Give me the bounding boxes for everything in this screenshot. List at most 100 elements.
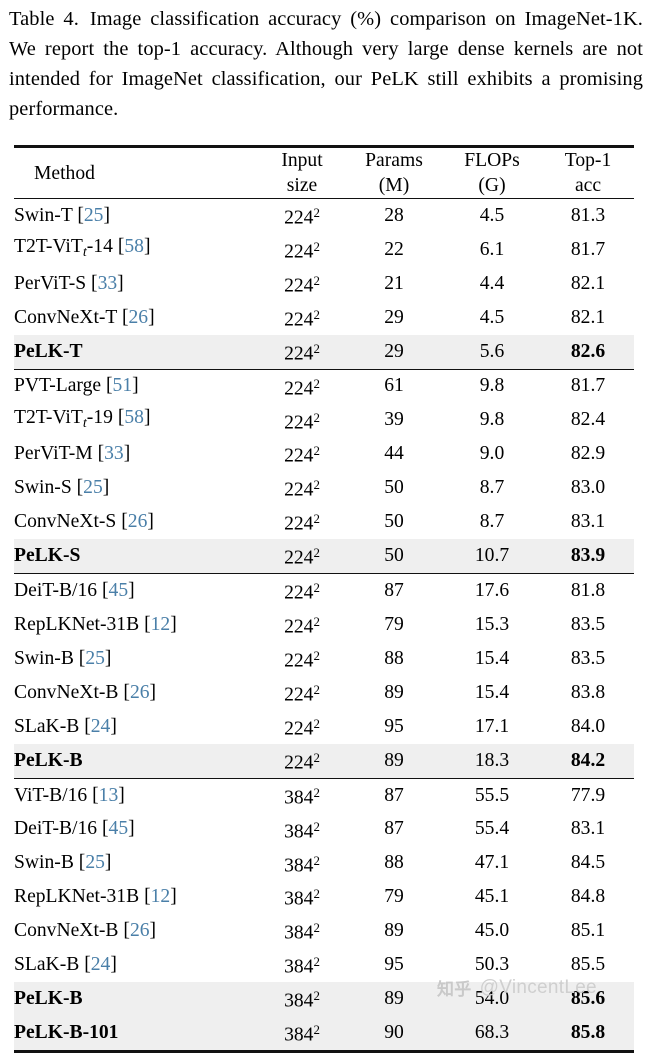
cell-method: Swin-B [25]	[14, 642, 258, 676]
table-row: SLaK-B [24] 2242 95 17.1 84.0	[14, 710, 634, 744]
method-name: T2T-ViT	[14, 406, 83, 428]
input-size-exponent: 2	[313, 920, 320, 936]
cell-top1-acc: 77.9	[570, 784, 606, 806]
cell-input-size: 3842	[258, 948, 346, 982]
input-size-value: 384	[284, 855, 314, 877]
table-row: RepLKNet-31B [12] 3842 79 45.1 84.8	[14, 880, 634, 914]
method-subscript: t	[82, 244, 87, 261]
citation-ref[interactable]: [26]	[123, 681, 157, 703]
citation-number: 25	[85, 852, 105, 874]
citation-ref[interactable]: [26]	[123, 920, 157, 942]
cell-input-size: 2242	[258, 301, 346, 335]
header-input-size: Input size	[258, 148, 346, 199]
method-name: T2T-ViT	[14, 236, 83, 258]
cell-flops: 15.4	[474, 647, 510, 669]
header-flops-line1: FLOPs	[464, 150, 520, 171]
citation-ref[interactable]: [24]	[84, 954, 117, 976]
table-group-rule	[14, 777, 634, 779]
header-top1-line1: Top-1	[564, 150, 612, 171]
table-row: Swin-B [25] 3842 88 47.1 84.5	[14, 847, 634, 881]
input-size-value: 224	[284, 718, 314, 740]
input-size-exponent: 2	[313, 988, 320, 1004]
cell-method: RepLKNet-31B [12]	[14, 608, 258, 642]
cell-method: PerViT-S [33]	[14, 267, 258, 301]
citation-number: 45	[108, 580, 129, 601]
citation-number: 33	[97, 272, 118, 294]
cell-input-size: 2242	[258, 743, 346, 779]
citation-number: 13	[98, 784, 119, 806]
cell-input-size: 3842	[258, 914, 346, 948]
input-size-exponent: 2	[313, 681, 320, 697]
table-row: Swin-B [25] 2242 88 15.4 83.5	[14, 642, 634, 676]
cell-top1-acc: 81.8	[570, 580, 606, 601]
citation-ref[interactable]: [13]	[92, 784, 125, 806]
method-name: PeLK-S	[14, 545, 81, 567]
cell-input-size: 3842	[258, 1016, 346, 1052]
cell-flops: 47.1	[474, 852, 510, 874]
cell-params: 90	[346, 1016, 442, 1052]
header-flops: FLOPs (G)	[442, 148, 542, 199]
input-size-value: 224	[284, 752, 314, 774]
header-params-line1: Params	[365, 150, 423, 171]
cell-method: SLaK-B [24]	[14, 948, 258, 982]
cell-input-size: 2242	[258, 471, 346, 505]
input-size-exponent: 2	[313, 1022, 320, 1038]
cell-method: SLaK-B [24]	[14, 710, 258, 744]
citation-ref[interactable]: [25]	[78, 852, 112, 874]
cell-flops: 9.0	[479, 443, 505, 465]
citation-number: 58	[124, 406, 144, 428]
header-input-line1: Input	[281, 150, 323, 171]
citation-ref[interactable]: [12]	[144, 886, 177, 908]
cell-params: 29	[384, 306, 404, 328]
citation-ref[interactable]: [25]	[77, 204, 110, 226]
cell-flops: 15.4	[474, 681, 510, 703]
input-size-exponent: 2	[313, 749, 320, 765]
cell-flops: 45.1	[474, 886, 510, 908]
input-size-exponent: 2	[313, 511, 320, 527]
citation-ref[interactable]: [25]	[78, 647, 112, 669]
cell-top1-acc: 84.2	[542, 743, 634, 779]
cell-flops: 8.7	[479, 511, 505, 533]
header-top1: Top-1 acc	[542, 148, 634, 199]
citation-ref[interactable]: [45]	[102, 818, 135, 840]
method-name-tail: -19	[86, 406, 113, 428]
cell-flops: 18.3	[442, 743, 542, 779]
citation-ref[interactable]: [58]	[117, 406, 151, 428]
cell-flops: 45.0	[474, 920, 510, 942]
method-name: PeLK-B	[14, 749, 83, 771]
cell-flops: 15.3	[474, 613, 510, 635]
cell-method: PerViT-M [33]	[14, 437, 258, 471]
citation-ref[interactable]: [12]	[144, 613, 177, 635]
table-row: RepLKNet-31B [12] 2242 79 15.3 83.5	[14, 608, 634, 642]
cell-params: 44	[384, 443, 404, 465]
citation-ref[interactable]: [26]	[121, 306, 155, 328]
cell-top1-acc: 82.1	[570, 272, 606, 294]
cell-input-size: 2242	[258, 642, 346, 676]
table-group-rule	[14, 368, 634, 370]
cell-input-size: 2242	[258, 539, 346, 574]
cell-method: Swin-S [25]	[14, 471, 258, 505]
cell-top1-acc: 83.1	[570, 818, 606, 840]
citation-ref[interactable]: [45]	[102, 580, 135, 601]
citation-ref[interactable]: [58]	[117, 236, 151, 258]
cell-params: 95	[384, 715, 404, 737]
citation-ref[interactable]: [24]	[84, 715, 117, 737]
input-size-exponent: 2	[313, 306, 320, 322]
table-row: ConvNeXt-B [26] 3842 89 45.0 85.1	[14, 914, 634, 948]
citation-ref[interactable]: [25]	[76, 477, 110, 499]
citation-ref[interactable]: [33]	[91, 272, 124, 294]
citation-ref[interactable]: [26]	[121, 511, 154, 533]
table-row: DeiT-B/16 [45] 3842 87 55.4 83.1	[14, 813, 634, 847]
method-subscript: t	[82, 414, 87, 431]
citation-ref[interactable]: [33]	[97, 443, 131, 465]
citation-ref[interactable]: [51]	[105, 375, 139, 397]
cell-input-size: 3842	[258, 847, 346, 881]
method-name: RepLKNet-31B	[14, 613, 140, 635]
citation-number: 25	[85, 647, 105, 669]
cell-top1-acc: 85.8	[542, 1016, 634, 1052]
input-size-value: 224	[284, 480, 314, 502]
cell-top1-acc: 83.0	[570, 477, 606, 499]
cell-method: DeiT-B/16 [45]	[14, 574, 258, 608]
cell-input-size: 2242	[258, 334, 346, 370]
cell-method: ConvNeXt-S [26]	[14, 505, 258, 539]
